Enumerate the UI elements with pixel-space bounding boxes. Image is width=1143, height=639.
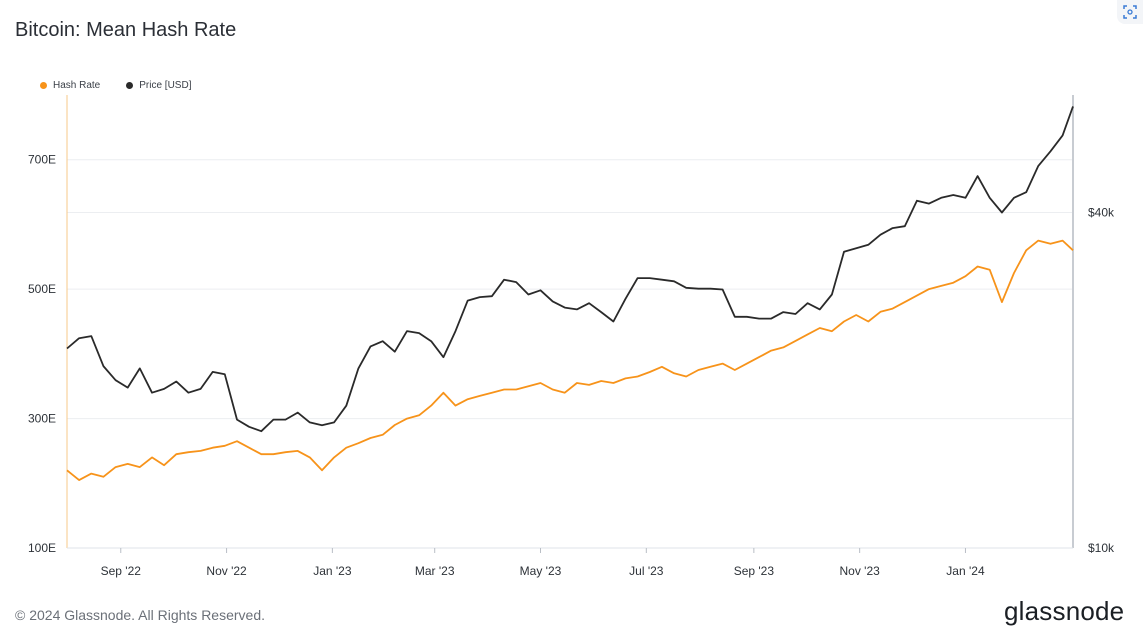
- legend-hash-rate-swatch: [40, 82, 47, 89]
- scan-icon: [1123, 5, 1137, 19]
- x-tick-label: Mar '23: [415, 564, 455, 578]
- legend-hash-rate[interactable]: Hash Rate: [40, 80, 100, 91]
- x-tick-label: Sep '23: [734, 564, 775, 578]
- brand-logo: glassnode: [1004, 596, 1125, 626]
- scan-button[interactable]: [1117, 0, 1143, 24]
- legend-price-label: Price [USD]: [139, 80, 192, 91]
- legend-price-swatch: [126, 82, 134, 89]
- grid-lines: [67, 159, 1073, 420]
- x-tick-label: Nov '22: [206, 564, 247, 578]
- chart-title: Bitcoin: Mean Hash Rate: [15, 19, 237, 41]
- x-tick-label: Jan '24: [946, 564, 985, 578]
- hash-rate-line: [66, 239, 1074, 482]
- axis-ticks: 100E 300E 500E 700E $10k $40k Sep '22 Nov '22 Ja…: [28, 153, 1115, 578]
- x-tick-label: May '23: [520, 564, 562, 578]
- y-left-tick-label: 300E: [28, 412, 56, 426]
- x-tick-label: Nov '23: [840, 564, 881, 578]
- y-right-tick-label: $10k: [1088, 541, 1115, 555]
- copyright-text: © 2024 Glassnode. All Rights Reserved.: [15, 607, 266, 623]
- chart-legend: Hash Rate Price [USD]: [40, 80, 191, 91]
- y-left-tick-label: 700E: [28, 153, 56, 167]
- x-tick-label: Sep '22: [101, 564, 142, 578]
- y-right-tick-label: $40k: [1088, 205, 1115, 219]
- x-tick-label: Jan '23: [313, 564, 352, 578]
- x-tick-label: Jul '23: [629, 564, 664, 578]
- y-left-tick-label: 500E: [28, 282, 56, 296]
- y-left-tick-label: 100E: [28, 541, 56, 555]
- legend-hash-rate-label: Hash Rate: [53, 80, 101, 91]
- series-lines: [66, 106, 1074, 482]
- legend-price[interactable]: Price [USD]: [126, 80, 191, 91]
- price-line: [66, 106, 1074, 433]
